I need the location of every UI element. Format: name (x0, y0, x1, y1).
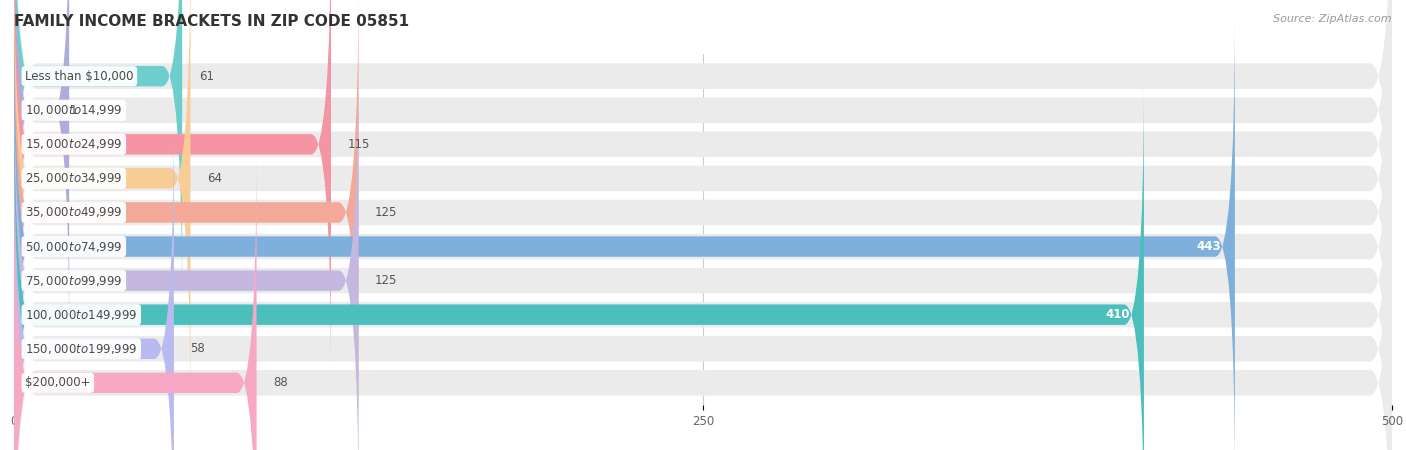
Text: 115: 115 (347, 138, 370, 151)
Text: 125: 125 (375, 206, 398, 219)
FancyBboxPatch shape (14, 21, 1392, 450)
Text: $25,000 to $34,999: $25,000 to $34,999 (25, 171, 122, 185)
FancyBboxPatch shape (14, 0, 183, 311)
Text: Source: ZipAtlas.com: Source: ZipAtlas.com (1274, 14, 1392, 23)
Text: Less than $10,000: Less than $10,000 (25, 70, 134, 83)
Text: 125: 125 (375, 274, 398, 287)
Text: $15,000 to $24,999: $15,000 to $24,999 (25, 137, 122, 151)
FancyBboxPatch shape (14, 0, 190, 414)
FancyBboxPatch shape (14, 45, 359, 450)
Text: 443: 443 (1197, 240, 1220, 253)
FancyBboxPatch shape (14, 0, 1392, 404)
Text: $200,000+: $200,000+ (25, 376, 90, 389)
FancyBboxPatch shape (14, 89, 1392, 450)
FancyBboxPatch shape (14, 0, 1392, 370)
Text: $150,000 to $199,999: $150,000 to $199,999 (25, 342, 138, 356)
Text: 61: 61 (198, 70, 214, 83)
FancyBboxPatch shape (14, 11, 1234, 450)
FancyBboxPatch shape (14, 80, 1144, 450)
FancyBboxPatch shape (14, 123, 1392, 450)
Text: $50,000 to $74,999: $50,000 to $74,999 (25, 239, 122, 253)
FancyBboxPatch shape (14, 0, 330, 379)
FancyBboxPatch shape (14, 0, 1392, 450)
Text: $75,000 to $99,999: $75,000 to $99,999 (25, 274, 122, 288)
Text: $35,000 to $49,999: $35,000 to $49,999 (25, 206, 122, 220)
FancyBboxPatch shape (14, 0, 359, 448)
FancyBboxPatch shape (14, 55, 1392, 450)
FancyBboxPatch shape (14, 114, 174, 450)
FancyBboxPatch shape (14, 0, 1392, 336)
FancyBboxPatch shape (14, 0, 69, 345)
Text: 64: 64 (207, 172, 222, 185)
FancyBboxPatch shape (14, 148, 256, 450)
FancyBboxPatch shape (14, 0, 1392, 450)
Text: 410: 410 (1105, 308, 1130, 321)
Text: 58: 58 (190, 342, 205, 355)
Text: 88: 88 (273, 376, 288, 389)
FancyBboxPatch shape (14, 0, 1392, 438)
Text: $100,000 to $149,999: $100,000 to $149,999 (25, 308, 138, 322)
Text: 1: 1 (69, 104, 77, 117)
Text: FAMILY INCOME BRACKETS IN ZIP CODE 05851: FAMILY INCOME BRACKETS IN ZIP CODE 05851 (14, 14, 409, 28)
Text: $10,000 to $14,999: $10,000 to $14,999 (25, 103, 122, 117)
